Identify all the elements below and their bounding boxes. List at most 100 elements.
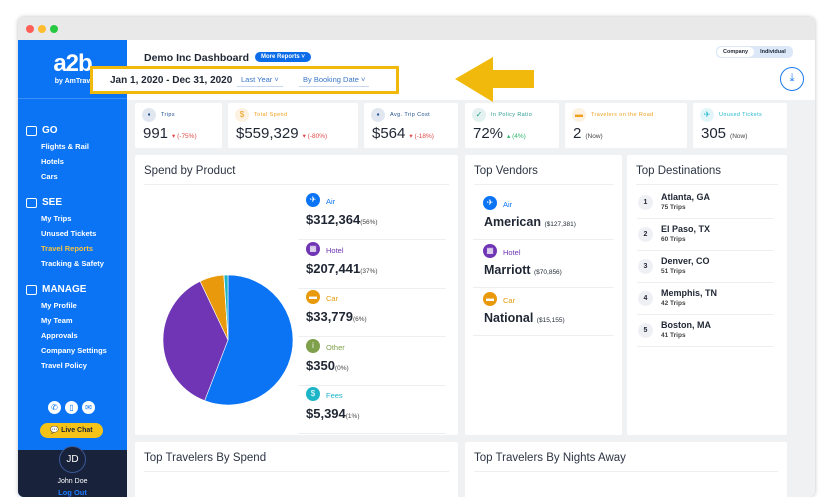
toggle-company[interactable]: Company [717, 47, 755, 57]
pie-slice-air[interactable] [204, 274, 294, 406]
product-percent: (56%) [360, 219, 378, 226]
company-individual-toggle[interactable]: Company Individual [716, 46, 793, 58]
destination-trips: 42 Trips [661, 300, 686, 307]
destination-trips: 41 Trips [661, 332, 686, 339]
stat-card-avg-trip-cost[interactable]: ▪ Avg. Trip Cost $564 ▾ (-18%) [364, 103, 458, 148]
sidebar-item-approvals[interactable]: Approvals [41, 331, 78, 340]
product-amount-row: $312,364(56%) [306, 212, 378, 227]
vendor-name: Marriott [484, 263, 531, 277]
vendor-name: American [484, 215, 541, 229]
product-percent: (1%) [345, 413, 360, 420]
sidebar-item-my-profile[interactable]: My Profile [41, 301, 77, 310]
minimize-window-button[interactable] [38, 25, 46, 33]
pie-slice-fees[interactable] [223, 274, 229, 341]
stat-value: $564 [372, 125, 406, 142]
date-basis-dropdown[interactable]: By Booking Date ˅ [299, 73, 370, 87]
logout-link[interactable]: Log Out [58, 488, 87, 497]
sidebar-item-flights-rail[interactable]: Flights & Rail [41, 142, 89, 151]
chevron-down-icon: ˅ [274, 75, 279, 84]
download-icon: ⤓ [789, 72, 795, 84]
page-title: Demo Inc Dashboard [144, 52, 250, 64]
sidebar-item-company-settings[interactable]: Company Settings [41, 346, 107, 355]
date-range: Jan 1, 2020 - Dec 31, 2020 [110, 75, 233, 86]
product-name: Other [326, 342, 345, 352]
plane-icon: ✈ [306, 193, 320, 207]
logo-subtext: by AmTrav [54, 78, 91, 85]
briefcase-icon [26, 125, 37, 136]
pie-slice-hotel[interactable] [162, 280, 229, 402]
sidebar-item-my-team[interactable]: My Team [41, 316, 73, 325]
destination-rank: 2 [638, 227, 653, 242]
info-icon: i [306, 338, 320, 353]
stat-label: In Policy Ratio [491, 112, 533, 118]
maximize-window-button[interactable] [50, 25, 58, 33]
stat-card-trips[interactable]: ▪ Trips 991 ▾ (-75%) [135, 103, 222, 148]
date-filter-highlight: Jan 1, 2020 - Dec 31, 2020 Last Year ˅ B… [90, 66, 399, 94]
product-hotel: ▦ Hotel $207,441(37%) [298, 241, 446, 289]
destination-item: 3 Denver, CO 51 Trips [637, 251, 773, 283]
destination-city: Denver, CO [661, 256, 710, 266]
stat-card-total-spend[interactable]: $ Total Spend $559,329 ▾ (-80%) [228, 103, 358, 148]
live-chat-button[interactable]: 💬 Live Chat [40, 423, 103, 438]
car-icon: ▬ [483, 292, 497, 306]
section-see: SEE [26, 197, 62, 208]
product-air: ✈ Air $312,364(56%) [298, 192, 446, 240]
user-panel: JD John Doe Log Out [18, 446, 127, 497]
product-amount: $207,441 [306, 260, 361, 276]
period-dropdown[interactable]: Last Year ˅ [237, 73, 283, 87]
stat-card-travelers-on-the-road[interactable]: ▬ Travelers on the Road 2 (Now) [565, 103, 687, 148]
phone-icon[interactable]: ✆ [48, 401, 61, 414]
stat-value: 305 [701, 125, 727, 142]
gear-icon [26, 284, 37, 295]
sidebar-item-unused-tickets[interactable]: Unused Tickets [41, 229, 97, 238]
logo-text: a2b [53, 50, 92, 77]
spend-pie-chart [162, 274, 294, 406]
sidebar-item-hotels[interactable]: Hotels [41, 157, 64, 166]
product-fees: $ Fees $5,394(1%) [298, 386, 446, 434]
product-name: Air [326, 197, 336, 206]
sidebar-item-my-trips[interactable]: My Trips [41, 214, 72, 223]
vendor-type: Car [503, 296, 516, 305]
logo[interactable]: a2b by AmTrav [18, 40, 127, 98]
vendor-amount: ($127,381) [544, 221, 576, 228]
stat-change-text: (Now) [730, 133, 748, 140]
vendor-row: Marriott ($70,856) [484, 263, 562, 277]
date-basis-label: By Booking Date [303, 75, 359, 84]
stat-value: $559,329 [236, 125, 299, 142]
sidebar-item-cars[interactable]: Cars [41, 172, 58, 181]
download-button[interactable]: ⤓ [780, 67, 804, 91]
section-manage: MANAGE [26, 284, 86, 295]
sidebar-item-travel-policy[interactable]: Travel Policy [41, 361, 87, 370]
annotation-arrow [455, 57, 534, 102]
product-amount: $5,394 [306, 406, 346, 421]
mobile-icon[interactable]: ▯ [65, 401, 78, 414]
more-reports-button[interactable]: More Reports ˅ [255, 52, 311, 62]
email-icon[interactable]: ✉ [82, 401, 95, 414]
destination-rank: 1 [638, 195, 653, 210]
sidebar-item-tracking-safety[interactable]: Tracking & Safety [41, 259, 104, 268]
divider [144, 184, 449, 185]
chat-icon: 💬 [50, 427, 60, 434]
card-title: Top Destinations [636, 165, 722, 177]
product-name: Hotel [326, 245, 344, 255]
destination-rank: 4 [638, 291, 653, 306]
avatar[interactable]: JD [59, 446, 86, 473]
stat-change: ▾ (-18%) [409, 133, 434, 140]
stat-value-row: 2 (Now) [573, 125, 603, 142]
destination-city: Atlanta, GA [661, 192, 711, 202]
destination-city: El Paso, TX [661, 224, 711, 234]
sidebar-item-travel-reports[interactable]: Travel Reports [41, 244, 94, 253]
check-icon: ✓ [472, 108, 486, 122]
stat-change-text: (4%) [512, 133, 526, 140]
stat-card-unused-tickets[interactable]: ✈ Unused Tickets 305 (Now) [693, 103, 787, 148]
vendor-air: ✈ Air American ($127,381) [473, 192, 613, 240]
product-amount: $312,364 [306, 212, 361, 227]
toggle-individual[interactable]: Individual [760, 49, 786, 55]
stat-change-text: (-75%) [177, 133, 197, 140]
divider [474, 471, 778, 472]
stat-change: (Now) [585, 133, 602, 140]
close-window-button[interactable] [26, 25, 34, 33]
top-travelers-spend-card: Top Travelers By Spend [135, 442, 458, 497]
stat-card-in-policy-ratio[interactable]: ✓ In Policy Ratio 72% ▴ (4%) [465, 103, 559, 148]
product-other: i Other $350(0%) [298, 338, 446, 386]
